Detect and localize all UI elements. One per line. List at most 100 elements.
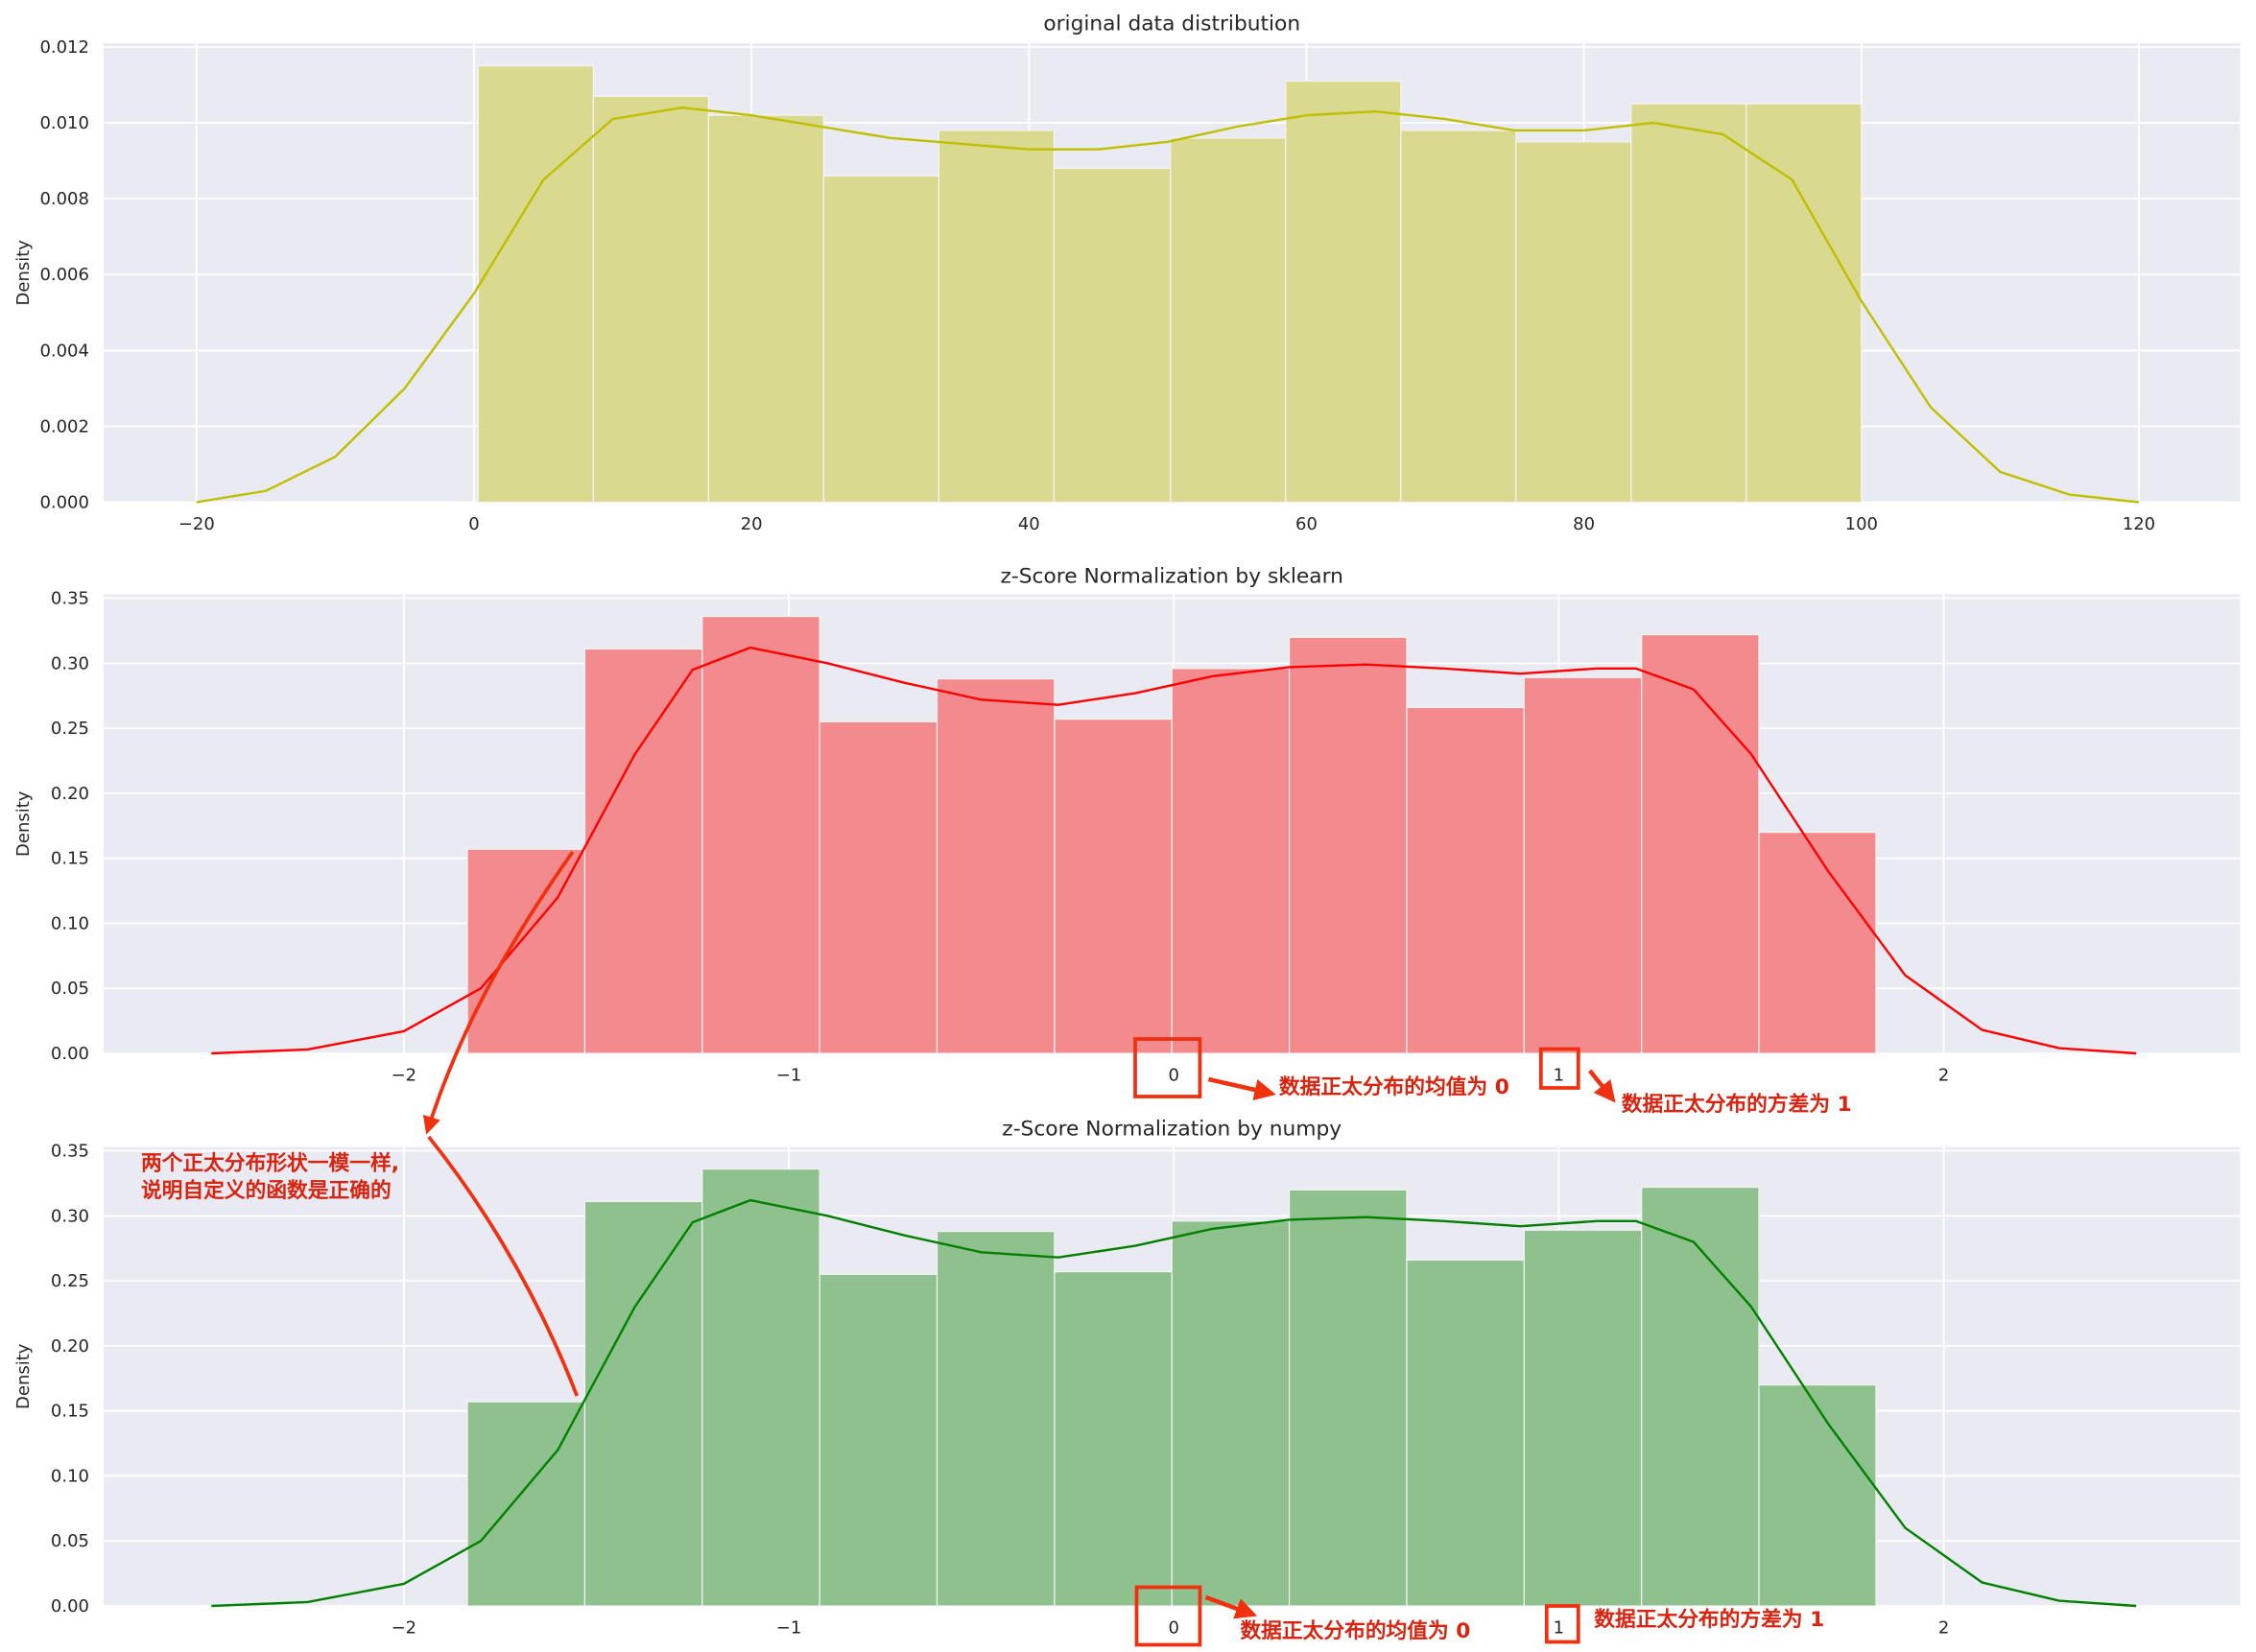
x-tick-label: 80 [1573,514,1595,534]
histogram-bar [707,114,824,504]
histogram-bar [583,1200,703,1607]
y-tick-label: 0.10 [51,913,89,933]
x-tick-label: −1 [776,1617,802,1638]
annotation: 说明自定义的函数是正确的 [141,1178,392,1203]
y-tick-label: 0.008 [39,189,88,209]
histogram-bar [701,615,820,1054]
histogram-bar [1054,719,1173,1054]
y-tick-label: 0.25 [51,719,89,739]
annotation-box [1538,1047,1580,1090]
x-tick-label: 1 [1554,1617,1564,1638]
y-tick-label: 0.35 [51,589,89,609]
histogram-bar [1630,103,1747,504]
annotation-arrow [1588,1069,1616,1103]
histogram-bar [819,1273,938,1607]
annotation-arrow [1204,1594,1258,1619]
y-tick-label: 0.004 [39,341,88,361]
kde-line [211,646,2137,1055]
x-tick-label: 1 [1554,1065,1564,1085]
histogram-bar [592,95,709,504]
annotation: 两个正太分布形状一模一样, [141,1150,399,1175]
histogram-bar [583,648,703,1054]
y-tick-label: 0.05 [51,1531,89,1551]
annotation: 数据正太分布的均值为 0 [1279,1074,1509,1099]
histogram-bar [477,65,594,504]
annotation-box [1544,1604,1580,1644]
annotation: 数据正太分布的均值为 0 [1240,1618,1470,1643]
histogram-bar [1641,1186,1760,1607]
y-tick-label: 0.35 [51,1142,89,1162]
histogram-bar [1523,676,1643,1054]
histogram-bar [936,1231,1056,1607]
y-axis-label: Density [13,791,34,857]
y-tick-label: 0.30 [51,1206,89,1226]
x-tick-label: −2 [392,1065,417,1085]
histogram-bar [1171,1220,1291,1607]
y-tick-label: 0.25 [51,1271,89,1291]
y-tick-label: 0.30 [51,653,89,673]
x-tick-label: 0 [468,514,479,534]
histogram-bar [1054,1271,1173,1607]
histogram-bar [1515,141,1632,504]
histogram-bar [1285,80,1402,504]
y-tick-label: 0.05 [51,979,89,999]
y-tick-label: 0.20 [51,784,89,804]
y-tick-label: 0.15 [51,1402,89,1422]
histogram-bar [938,130,1055,504]
histogram-bar [1758,831,1877,1054]
histogram-bar [1758,1383,1877,1607]
annotation-arrow [1207,1076,1276,1100]
y-axis-label: Density [13,240,34,306]
x-tick-label: 100 [1845,514,1878,534]
x-tick-label: 40 [1018,514,1040,534]
y-tick-label: 0.006 [39,265,88,285]
y-tick-label: 0.10 [51,1466,89,1486]
x-tick-label: 2 [1938,1065,1949,1085]
y-tick-label: 0.00 [51,1044,89,1064]
y-tick-label: 0.002 [39,416,88,437]
annotation: 数据正太分布的方差为 1 [1622,1092,1852,1117]
y-tick-label: 0.000 [39,492,88,512]
chart-title: z-Score Normalization by numpy [1002,1117,1342,1141]
histogram-bar [1171,668,1291,1054]
kde-line [211,1198,2137,1608]
histogram-bar [1400,130,1517,504]
histogram-bar [1406,1259,1525,1607]
histogram-bar [701,1168,820,1607]
x-tick-label: 120 [2123,514,2155,534]
histogram-bar [1288,636,1408,1054]
x-tick-label: −20 [178,514,215,534]
annotation-box [1133,1037,1202,1098]
histogram-bar [1288,1189,1408,1607]
y-tick-label: 0.20 [51,1336,89,1357]
x-tick-label: −1 [776,1065,802,1085]
x-tick-label: 0 [1169,1065,1179,1085]
histogram-bar [936,678,1056,1054]
x-tick-label: −2 [392,1617,417,1638]
y-tick-label: 0.012 [39,37,88,58]
annotation-arrow [422,850,575,1135]
histogram-bar [1641,633,1760,1054]
chart-title: z-Score Normalization by sklearn [1001,564,1343,588]
y-tick-label: 0.00 [51,1596,89,1617]
y-tick-label: 0.15 [51,849,89,869]
kde-line [196,106,2140,504]
x-tick-label: 20 [741,514,763,534]
histogram-bar [1745,103,1863,504]
annotation-box [1134,1585,1202,1647]
annotation-arrow [427,1135,579,1397]
histogram-bar [819,720,938,1054]
x-tick-label: 60 [1295,514,1318,534]
y-tick-label: 0.010 [39,113,88,133]
annotation: 数据正太分布的方差为 1 [1594,1607,1824,1632]
x-tick-label: 2 [1938,1617,1949,1638]
histogram-bar [822,175,939,504]
histogram-bar [1053,167,1172,504]
chart-title: original data distribution [1043,12,1300,35]
histogram-bar [1523,1229,1643,1607]
y-axis-label: Density [13,1343,34,1409]
histogram-bar [1170,137,1287,504]
x-tick-label: 0 [1169,1617,1179,1638]
